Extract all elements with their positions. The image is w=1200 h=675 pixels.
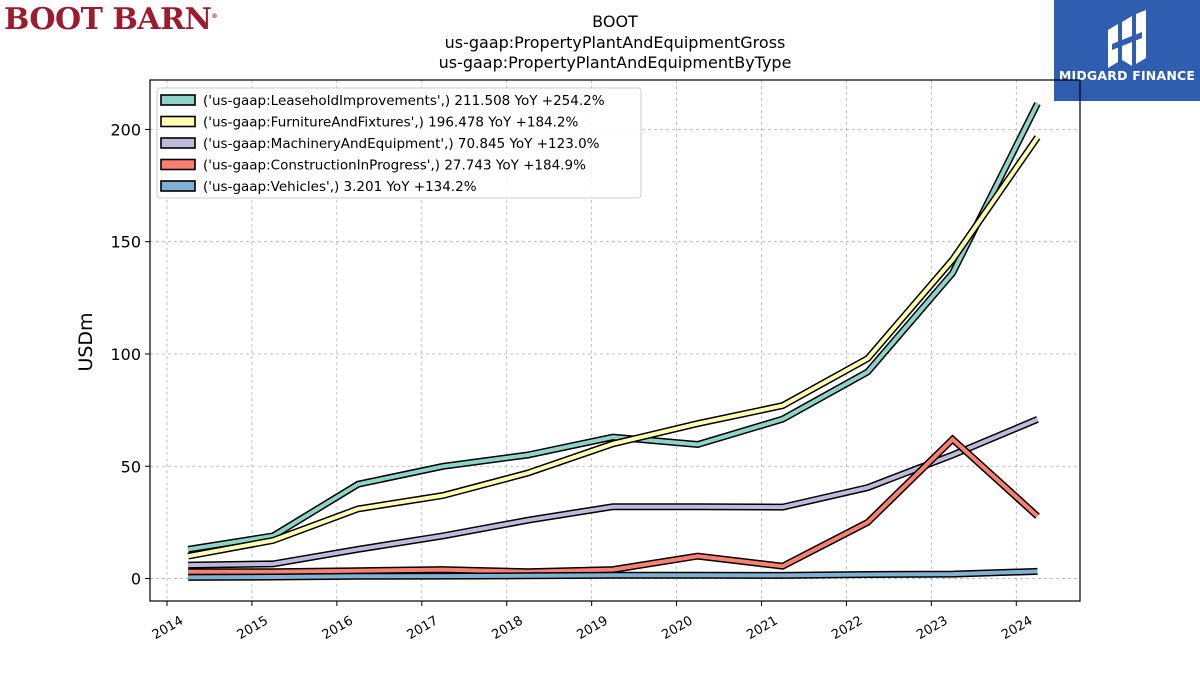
x-tick-label: 2018	[490, 613, 526, 643]
series-line	[188, 436, 1039, 574]
x-tick-label: 2021	[744, 613, 780, 643]
boot-barn-logo: BOOT BARN®	[4, 2, 217, 37]
x-tick-label: 2019	[574, 613, 610, 643]
series-line-2	[188, 416, 1039, 569]
chart-title: BOOT us-gaap:PropertyPlantAndEquipmentGr…	[439, 12, 792, 72]
legend-label: ('us-gaap:ConstructionInProgress',) 27.7…	[203, 158, 586, 174]
plot-frame	[149, 79, 1081, 602]
x-tick-label: 2017	[405, 613, 441, 643]
x-tick-label: 2023	[914, 613, 950, 643]
chart-title-line-1: BOOT	[592, 12, 638, 31]
series-line-0	[187, 102, 1041, 553]
midgard-logo-mark-icon	[1108, 10, 1146, 68]
chart-title-line-3: us-gaap:PropertyPlantAndEquipmentByType	[439, 53, 792, 72]
brand-logo-text: BOOT BARN	[4, 2, 212, 37]
series-line	[187, 102, 1040, 552]
x-tick-label: 2020	[659, 613, 695, 643]
midgard-finance-logo: MIDGARD FINANCE	[1054, 0, 1200, 101]
y-tick-label: 0	[131, 570, 141, 589]
x-tick-label: 2022	[829, 613, 865, 643]
x-tick-label: 2015	[235, 613, 271, 643]
x-tick-label: 2016	[320, 613, 356, 643]
series-lines	[187, 102, 1041, 581]
series-line	[188, 569, 1038, 580]
legend: ('us-gaap:LeaseholdImprovements',) 211.5…	[156, 87, 642, 199]
x-tick-label: 2024	[999, 613, 1035, 643]
legend-box	[156, 87, 642, 199]
legend-label: ('us-gaap:LeaseholdImprovements',) 211.5…	[203, 93, 605, 109]
legend-label: ('us-gaap:Vehicles',) 3.201 YoY +134.2%	[203, 179, 477, 195]
y-tick-label: 150	[110, 233, 141, 252]
y-tick-label: 50	[121, 457, 141, 476]
x-tick-label: 2014	[150, 613, 186, 643]
y-tick-label: 100	[110, 345, 141, 364]
series-outline	[187, 135, 1041, 560]
legend-label: ('us-gaap:MachineryAndEquipment',) 70.84…	[203, 136, 600, 152]
chart-title-line-2: us-gaap:PropertyPlantAndEquipmentGross	[445, 33, 786, 52]
series-line-1	[187, 135, 1041, 560]
legend-swatch	[160, 158, 196, 171]
series-line	[187, 136, 1040, 559]
partner-logo-text: MIDGARD FINANCE	[1058, 68, 1196, 83]
y-axis-label: USDm	[75, 312, 97, 371]
series-line	[188, 417, 1039, 568]
legend-swatch	[160, 94, 196, 106]
legend-swatch	[160, 180, 196, 192]
y-tick-label: 200	[110, 120, 141, 139]
legend-swatch	[160, 137, 196, 149]
series-line-4	[188, 567, 1038, 581]
series-line-3	[188, 434, 1040, 576]
legend-label: ('us-gaap:FurnitureAndFixtures',) 196.47…	[203, 115, 578, 131]
legend-swatch	[160, 115, 196, 128]
